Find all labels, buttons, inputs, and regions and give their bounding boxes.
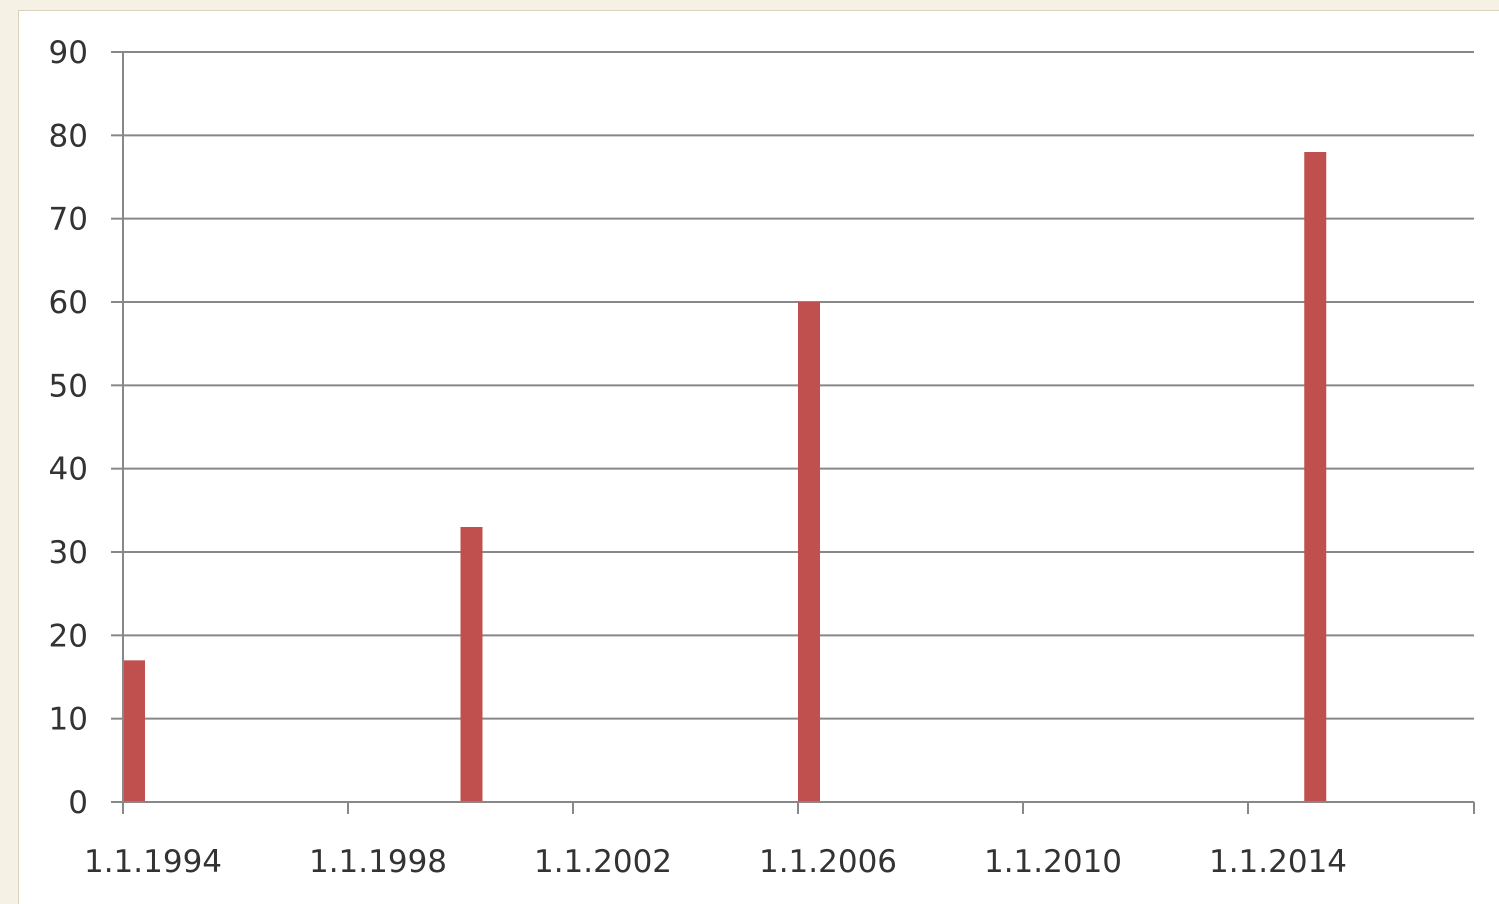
gridlines (111, 51, 1474, 803)
x-tick-label: 1.1.2002 (534, 844, 672, 880)
x-tick-label: 1.1.1998 (309, 844, 447, 880)
x-tick-label: 1.1.2010 (984, 844, 1122, 880)
y-axis-tick-labels: 0 10 20 30 40 50 60 70 80 90 (49, 35, 88, 821)
y-tick-label: 70 (49, 202, 88, 238)
y-tick-label: 40 (49, 452, 88, 488)
y-tick-label: 60 (49, 285, 88, 321)
x-tick-label: 1.1.1994 (84, 844, 222, 880)
y-tick-label: 20 (49, 618, 88, 654)
bar-1.1.2015 (1304, 152, 1327, 802)
y-tick-label: 80 (49, 118, 88, 154)
x-axis-tick-labels: 1.1.1994 1.1.1998 1.1.2002 1.1.2006 1.1.2010… (84, 844, 1347, 880)
x-tick-label: 1.1.2014 (1209, 844, 1347, 880)
bar-1.1.2000 (460, 527, 483, 802)
y-tick-label: 0 (68, 785, 88, 821)
bar-1.1.2006 (798, 302, 820, 802)
x-tick-label: 1.1.2006 (759, 844, 897, 880)
axes (122, 52, 1475, 814)
y-tick-label: 50 (49, 368, 88, 404)
y-tick-label: 30 (49, 535, 88, 571)
bar-1.1.1994 (123, 660, 145, 802)
y-tick-label: 10 (49, 702, 88, 738)
chart-panel (18, 10, 1499, 904)
bars (123, 152, 1327, 802)
y-tick-label: 90 (49, 35, 88, 71)
